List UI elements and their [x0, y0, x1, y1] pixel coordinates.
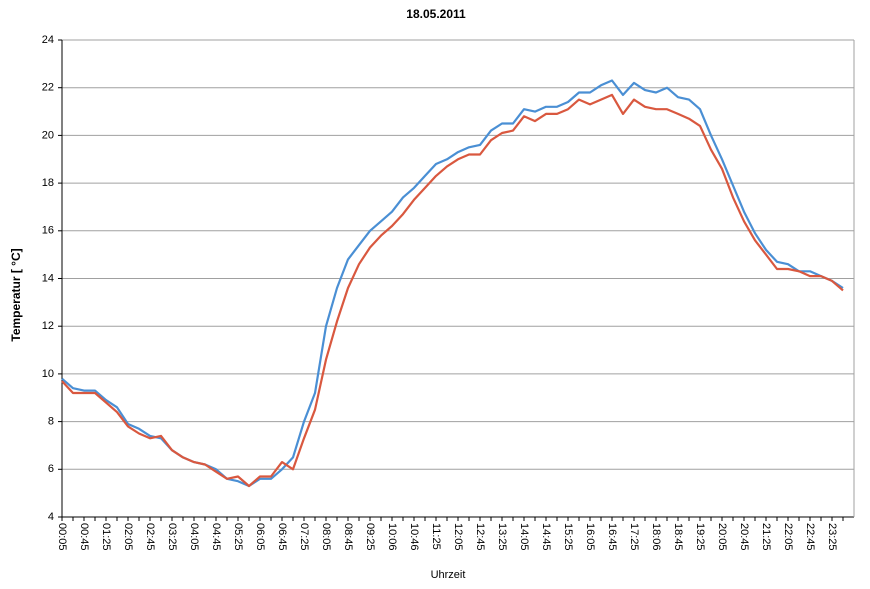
x-tick-label: 18:45: [672, 523, 684, 551]
x-tick-label: 23:25: [826, 523, 838, 551]
x-tick-label: 00:05: [56, 523, 68, 551]
x-axis-label: Uhrzeit: [431, 569, 466, 581]
x-tick-label: 02:05: [122, 523, 134, 551]
series-line: [61, 93, 844, 488]
y-tick-label: 8: [48, 416, 54, 428]
x-tick-label: 11:25: [430, 523, 442, 550]
chart-title: 18.05.2011: [406, 7, 466, 21]
x-tick-label: 04:05: [188, 523, 200, 551]
x-tick-label: 08:05: [320, 523, 332, 551]
y-tick-label: 18: [42, 177, 54, 189]
x-tick-label: 20:05: [716, 523, 728, 551]
x-tick-label: 19:25: [694, 523, 706, 551]
x-tick-label: 09:25: [364, 523, 376, 551]
y-tick-label: 20: [42, 129, 54, 141]
x-tick-label: 22:45: [804, 523, 816, 551]
x-tick-label: 16:05: [584, 523, 596, 551]
x-tick-label: 03:25: [166, 523, 178, 551]
x-tick-label: 18:06: [650, 523, 662, 551]
x-tick-label: 22:05: [782, 523, 794, 551]
x-tick-label: 10:46: [408, 523, 420, 551]
y-tick-label: 24: [42, 34, 54, 46]
y-tick-label: 22: [42, 82, 54, 94]
x-tick-label: 13:25: [496, 523, 508, 551]
x-tick-label: 14:45: [540, 523, 552, 551]
y-tick-label: 4: [48, 511, 54, 523]
x-tick-label: 02:45: [144, 523, 156, 551]
x-tick-label: 01:25: [100, 523, 112, 551]
x-tick-label: 08:45: [342, 523, 354, 551]
x-tick-label: 14:05: [518, 523, 530, 551]
x-tick-label: 07:25: [298, 523, 310, 551]
y-tick-label: 12: [42, 320, 54, 332]
series-line: [61, 79, 844, 488]
x-tick-label: 10:06: [386, 523, 398, 551]
x-tick-label: 12:05: [452, 523, 464, 551]
x-tick-label: 21:25: [760, 523, 772, 551]
y-tick-label: 6: [48, 463, 54, 475]
x-tick-label: 06:05: [254, 523, 266, 551]
x-tick-label: 12:45: [474, 523, 486, 551]
y-axis-label: Temperatur [ °C]: [9, 248, 23, 341]
y-tick-label: 10: [42, 368, 54, 380]
x-tick-label: 04:45: [210, 523, 222, 551]
x-tick-label: 17:25: [628, 523, 640, 551]
x-tick-label: 20:45: [738, 523, 750, 551]
x-tick-label: 00:45: [78, 523, 90, 551]
x-tick-label: 16:45: [606, 523, 618, 551]
y-tick-label: 16: [42, 225, 54, 237]
x-tick-label: 06:45: [276, 523, 288, 551]
x-tick-label: 05:25: [232, 523, 244, 551]
x-tick-label: 15:25: [562, 523, 574, 551]
y-tick-label: 14: [42, 272, 54, 284]
